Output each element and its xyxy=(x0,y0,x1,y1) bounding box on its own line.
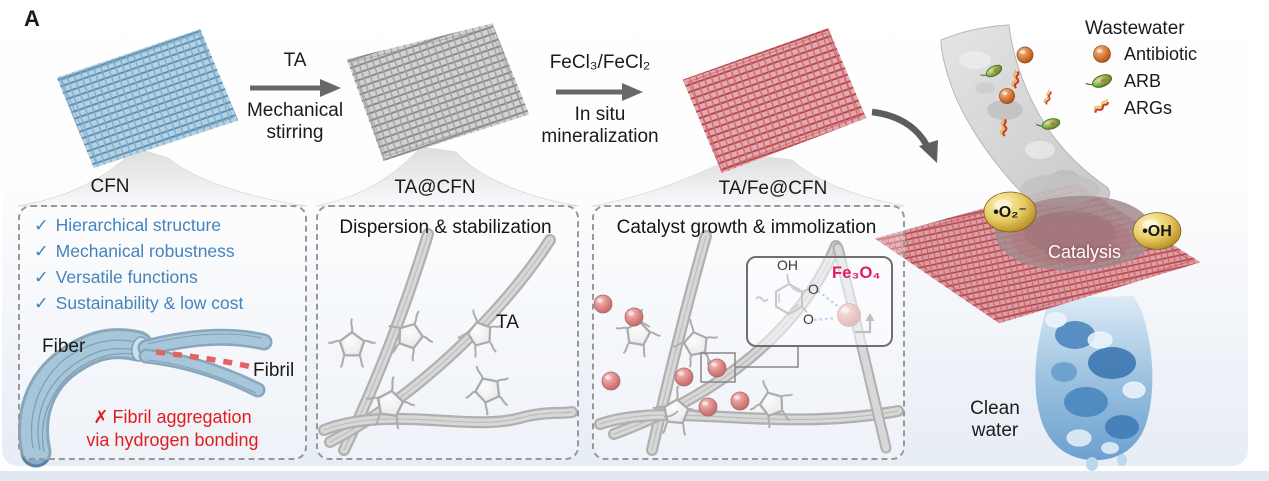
figure-bottom-strip xyxy=(0,471,1269,481)
cfn-mesh xyxy=(56,29,239,168)
check-icon: ✓ xyxy=(34,266,49,287)
tafecfn-mesh xyxy=(682,27,867,174)
clean-water-line1: Clean xyxy=(970,398,1020,419)
wastewater-stream xyxy=(940,24,1111,214)
step1-condition: Mechanical stirring xyxy=(246,100,344,144)
fiber-fibril-illustration xyxy=(18,328,273,468)
check-icon: ✓ xyxy=(34,292,49,313)
superoxide-label: •O₂⁻ xyxy=(993,204,1027,221)
feature-item: ✓ Hierarchical structure xyxy=(34,212,299,238)
feature-item: ✓ Mechanical robustness xyxy=(34,238,299,264)
feature-item: ✓ Versatile functions xyxy=(34,264,299,290)
fiber-label: Fiber xyxy=(42,336,86,357)
feature-text: Hierarchical structure xyxy=(55,214,221,235)
stage-label-tacfn: TA@CFN xyxy=(394,177,476,198)
cross-icon: ✗ xyxy=(93,407,109,427)
clean-water-label: Clean water xyxy=(945,398,1045,443)
tacfn-mesh xyxy=(346,23,530,161)
oh-label: OH xyxy=(777,257,798,273)
step2-reagent: FeCl₃/FeCl₂ xyxy=(549,52,651,73)
clean-water-splash xyxy=(1035,296,1153,471)
clean-water-line2: water xyxy=(971,420,1019,442)
catechol-iron-inset xyxy=(746,256,893,347)
arrow-step2-icon xyxy=(556,83,643,101)
fibril-label: Fibril xyxy=(253,360,295,381)
o-label-2: O xyxy=(803,311,814,327)
o-label-1: O xyxy=(808,281,819,297)
check-icon: ✓ xyxy=(34,240,49,261)
feature-item: ✓ Sustainability & low cost xyxy=(34,290,299,316)
check-icon: ✓ xyxy=(34,214,49,235)
args-gene-icon xyxy=(1091,98,1111,114)
cfn-feature-list: ✓ Hierarchical structure ✓ Mechanical robu… xyxy=(34,212,299,316)
catalytic-membrane-platform xyxy=(874,174,1201,324)
fibril-warning: ✗ Fibril aggregation via hydrogen bonding xyxy=(55,406,290,451)
stage-label-tafecfn: TA/Fe@CFN xyxy=(718,178,828,199)
funnel-shapes xyxy=(17,146,906,207)
fe3o4-label: Fe₃O₄ xyxy=(832,264,881,282)
hydroxyl-label: •OH xyxy=(1142,223,1172,240)
legend-antibiotic-label: Antibiotic xyxy=(1124,44,1198,64)
feature-text: Versatile functions xyxy=(55,266,198,287)
cfn-feature-box xyxy=(18,205,307,460)
dispersion-box-title: Dispersion & stabilization xyxy=(339,217,552,238)
stage-label-cfn: CFN xyxy=(90,176,130,197)
warning-line1: Fibril aggregation xyxy=(112,407,252,427)
step2-condition: In situ mineralization xyxy=(541,104,659,148)
feature-text: Sustainability & low cost xyxy=(55,292,244,313)
catalyst-box-title: Catalyst growth & immolization xyxy=(616,217,877,238)
antibiotic-sphere-icon xyxy=(1093,45,1111,63)
warning-line2: via hydrogen bonding xyxy=(86,429,259,450)
curved-arrow-icon xyxy=(871,108,938,163)
arrow-step1-icon xyxy=(250,79,341,97)
panel-label: A xyxy=(24,6,40,31)
feature-text: Mechanical robustness xyxy=(55,240,235,261)
wastewater-label: Wastewater xyxy=(1085,18,1185,39)
ta-network-illustration xyxy=(318,228,578,456)
step1-reagent: TA xyxy=(283,50,307,71)
hydrogen-bond-dashes xyxy=(155,349,253,370)
legend-args-label: ARGs xyxy=(1124,98,1173,118)
ta-label: TA xyxy=(496,312,519,333)
arb-bacterium-icon xyxy=(1084,71,1114,93)
callout-connector xyxy=(735,346,799,368)
dispersion-box xyxy=(316,205,579,460)
catalysis-label: Catalysis xyxy=(1048,242,1122,262)
legend-arb-label: ARB xyxy=(1124,71,1162,91)
